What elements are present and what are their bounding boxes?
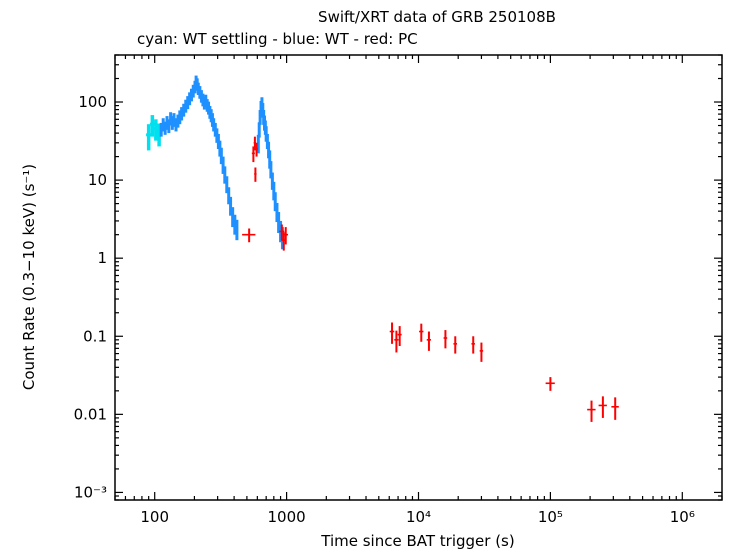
- x-tick-label: 1000: [268, 508, 306, 526]
- y-axis-label: Count Rate (0.3−10 keV) (s⁻¹): [20, 164, 38, 390]
- x-tick-label: 10⁶: [670, 508, 695, 526]
- plot-frame: [114, 54, 723, 501]
- series-pc: [242, 136, 619, 422]
- x-axis-label: Time since BAT trigger (s): [320, 532, 514, 550]
- axis-tick-labels: 100 1000 10⁴ 10⁵ 10⁶ 10⁻³ 0.01 0.1 1 10 100: [74, 93, 695, 526]
- series-wt-settling: [146, 115, 162, 151]
- axis-ticks: [114, 54, 723, 501]
- series-wt: [159, 75, 284, 250]
- chart-title: Swift/XRT data of GRB 250108B: [318, 8, 556, 26]
- y-tick-label: 10⁻³: [74, 483, 107, 501]
- plot-area: 100 1000 10⁴ 10⁵ 10⁶ 10⁻³ 0.01 0.1 1 10 100: [74, 54, 723, 526]
- x-tick-label: 10⁴: [406, 508, 431, 526]
- y-tick-label: 10: [88, 171, 107, 189]
- y-tick-label: 100: [78, 93, 107, 111]
- x-tick-label: 10⁵: [538, 508, 563, 526]
- x-tick-label: 100: [140, 508, 169, 526]
- y-tick-label: 1: [97, 249, 107, 267]
- chart-subtitle-legend: cyan: WT settling - blue: WT - red: PC: [137, 30, 418, 48]
- y-tick-label: 0.1: [83, 327, 107, 345]
- y-tick-label: 0.01: [74, 405, 107, 423]
